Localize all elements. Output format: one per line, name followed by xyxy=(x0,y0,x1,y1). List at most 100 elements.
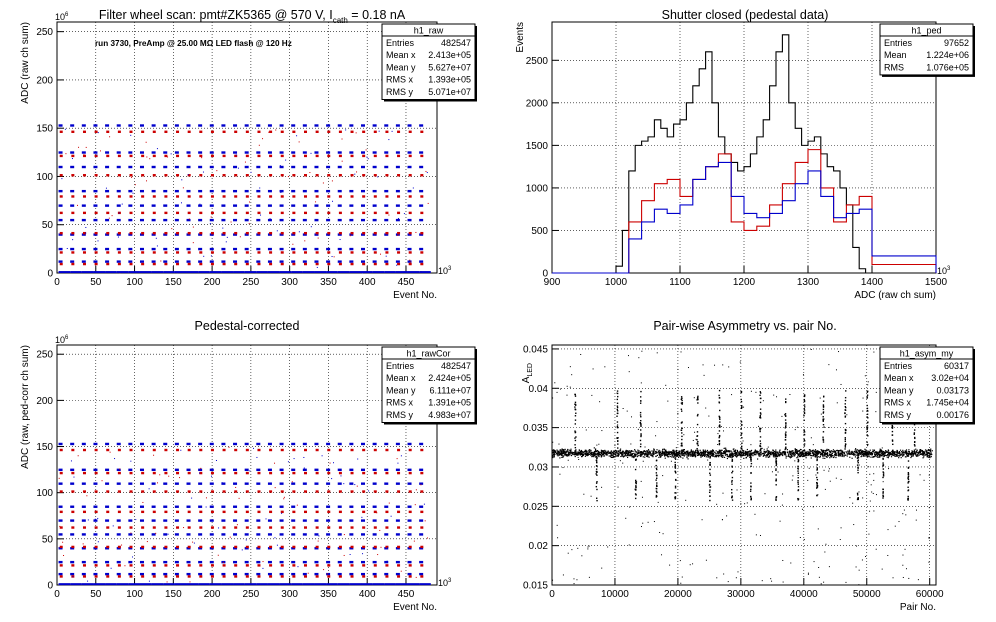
data-point-outlier xyxy=(862,497,864,499)
data-point-red xyxy=(257,510,261,514)
data-point xyxy=(912,450,914,453)
data-point-red xyxy=(117,251,121,254)
data-point-red xyxy=(106,510,110,514)
data-point-scatter xyxy=(287,461,289,463)
data-point xyxy=(653,453,655,456)
data-point xyxy=(605,450,607,452)
data-point-spike xyxy=(759,391,762,393)
data-point xyxy=(921,449,923,452)
data-point-red xyxy=(269,195,273,198)
data-point-baseline xyxy=(128,583,140,586)
data-point-blue xyxy=(139,189,144,193)
data-point-outlier xyxy=(862,397,864,399)
data-point xyxy=(693,453,695,455)
data-point-red xyxy=(129,564,133,567)
data-point xyxy=(874,454,876,456)
data-point-spike xyxy=(655,484,658,486)
data-point xyxy=(598,451,600,453)
data-point-blue xyxy=(209,260,214,263)
data-point-blue xyxy=(186,247,191,251)
data-point-red xyxy=(106,564,110,567)
data-point-red xyxy=(210,211,214,215)
data-point-outlier xyxy=(743,406,745,408)
data-point-spike xyxy=(574,419,577,421)
data-point xyxy=(642,456,644,458)
data-point-red xyxy=(106,231,110,235)
data-point xyxy=(901,451,903,453)
data-point xyxy=(686,455,688,457)
data-point xyxy=(653,448,655,450)
data-point-blue xyxy=(302,260,307,263)
data-point-spike xyxy=(616,425,619,428)
data-point-spike xyxy=(913,429,916,431)
data-point-red xyxy=(71,545,75,549)
data-point xyxy=(807,452,809,454)
data-point-scatter xyxy=(105,187,107,189)
data-point xyxy=(812,451,814,453)
data-point xyxy=(629,451,631,453)
data-point-blue xyxy=(151,572,156,576)
data-point xyxy=(663,448,665,450)
data-point-red xyxy=(106,262,110,266)
stats-row-value: 5.627e+07 xyxy=(428,62,471,72)
data-point-red xyxy=(152,231,156,235)
data-point-scatter xyxy=(304,240,306,242)
data-point-blue xyxy=(256,482,261,485)
data-point xyxy=(883,452,885,454)
data-point-red xyxy=(257,154,261,158)
data-point-blue xyxy=(326,260,331,263)
data-point xyxy=(848,450,850,453)
data-point-blue xyxy=(279,260,284,263)
data-point-red xyxy=(222,211,226,215)
data-point xyxy=(726,453,728,456)
data-point xyxy=(825,453,827,455)
data-point-outlier xyxy=(742,440,744,442)
data-point-spike xyxy=(616,406,619,409)
y-axis-label-sub: LED xyxy=(527,363,534,377)
data-point-blue xyxy=(151,560,156,564)
data-point-spike xyxy=(574,430,576,432)
data-point-red xyxy=(304,174,307,177)
data-point-blue xyxy=(291,260,296,263)
data-point xyxy=(822,457,824,459)
data-point-red xyxy=(59,490,63,493)
data-point-spike xyxy=(844,422,847,425)
data-point-blue xyxy=(58,468,63,472)
data-point-scatter xyxy=(235,486,237,488)
data-point xyxy=(830,455,832,457)
data-point-scatter xyxy=(153,454,155,456)
data-point-red xyxy=(141,510,145,514)
data-point-blue xyxy=(233,218,238,222)
data-point xyxy=(893,452,895,454)
data-point-blue xyxy=(209,218,214,222)
data-point-blue xyxy=(139,247,144,251)
data-point-scatter xyxy=(218,527,220,529)
data-point xyxy=(780,453,782,455)
data-point xyxy=(712,450,714,452)
data-point-spike xyxy=(750,456,752,459)
x-axis-label: Event No. xyxy=(393,290,437,301)
data-point-red xyxy=(129,195,133,198)
data-point-red xyxy=(280,251,284,254)
data-point xyxy=(887,449,889,451)
data-point xyxy=(755,450,757,452)
data-point xyxy=(826,453,828,455)
data-point-red xyxy=(129,231,133,235)
data-point xyxy=(688,454,690,456)
data-point-blue xyxy=(105,519,110,522)
data-point-blue xyxy=(198,233,203,236)
y-tick-label: 500 xyxy=(531,226,548,237)
data-point-red xyxy=(210,154,214,158)
data-point xyxy=(646,453,648,455)
data-point-red xyxy=(350,471,354,475)
data-point-red xyxy=(292,174,296,177)
data-point xyxy=(722,455,724,457)
data-point-red xyxy=(176,526,180,529)
data-point xyxy=(877,451,879,453)
data-point-scatter xyxy=(377,176,379,178)
data-point xyxy=(677,451,680,454)
data-point-blue xyxy=(128,189,133,193)
data-point xyxy=(746,454,749,457)
data-point xyxy=(660,456,662,458)
data-point-scatter xyxy=(200,467,202,469)
